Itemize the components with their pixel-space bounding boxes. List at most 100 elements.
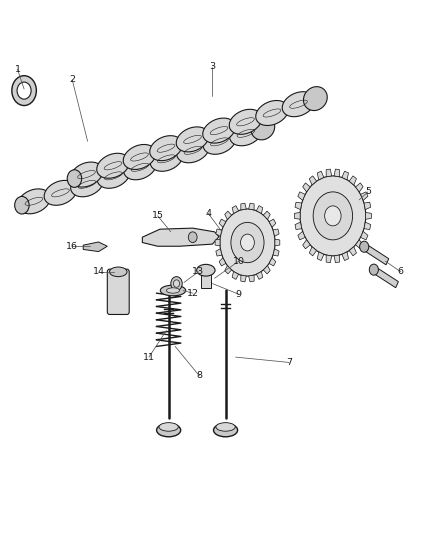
Ellipse shape <box>97 164 130 188</box>
Circle shape <box>240 234 254 251</box>
Polygon shape <box>334 255 339 263</box>
Polygon shape <box>356 240 363 249</box>
Polygon shape <box>83 242 107 252</box>
Polygon shape <box>215 239 220 246</box>
Ellipse shape <box>110 267 127 277</box>
Text: 4: 4 <box>205 209 211 217</box>
Circle shape <box>300 176 366 256</box>
Text: 7: 7 <box>286 358 292 367</box>
Ellipse shape <box>71 172 103 197</box>
Ellipse shape <box>150 147 183 171</box>
Text: 16: 16 <box>66 242 78 251</box>
Text: 14: 14 <box>92 268 105 276</box>
Polygon shape <box>142 228 219 246</box>
Polygon shape <box>317 252 324 261</box>
Polygon shape <box>216 249 222 256</box>
Ellipse shape <box>124 155 156 180</box>
Ellipse shape <box>160 285 186 296</box>
Polygon shape <box>21 123 264 211</box>
Ellipse shape <box>203 118 235 143</box>
Circle shape <box>220 209 275 276</box>
Polygon shape <box>269 258 276 266</box>
Circle shape <box>369 264 378 275</box>
Polygon shape <box>342 171 349 180</box>
Circle shape <box>173 280 180 287</box>
Circle shape <box>171 277 182 290</box>
Polygon shape <box>249 203 254 210</box>
Ellipse shape <box>157 423 180 437</box>
Ellipse shape <box>229 109 262 134</box>
Polygon shape <box>273 249 279 256</box>
Polygon shape <box>249 275 254 282</box>
Ellipse shape <box>282 92 315 117</box>
Text: 3: 3 <box>209 62 215 71</box>
Ellipse shape <box>159 423 178 431</box>
Polygon shape <box>342 252 349 261</box>
Ellipse shape <box>230 121 262 146</box>
Text: 15: 15 <box>152 212 164 220</box>
FancyBboxPatch shape <box>107 269 129 314</box>
Ellipse shape <box>216 423 235 431</box>
Text: 6: 6 <box>398 268 404 276</box>
Polygon shape <box>219 219 226 227</box>
Ellipse shape <box>97 154 129 178</box>
Polygon shape <box>303 183 310 192</box>
Polygon shape <box>317 171 324 180</box>
Polygon shape <box>298 192 305 200</box>
Polygon shape <box>232 206 239 214</box>
Polygon shape <box>241 203 246 210</box>
Text: 5: 5 <box>365 188 371 196</box>
Polygon shape <box>295 202 302 209</box>
Polygon shape <box>295 222 302 230</box>
Ellipse shape <box>67 169 82 188</box>
Ellipse shape <box>123 144 156 169</box>
Circle shape <box>313 192 353 240</box>
Polygon shape <box>73 93 317 184</box>
Polygon shape <box>263 265 270 274</box>
Polygon shape <box>356 183 363 192</box>
Polygon shape <box>349 247 357 256</box>
Polygon shape <box>309 247 317 256</box>
Text: 9: 9 <box>236 290 242 298</box>
Polygon shape <box>360 192 368 200</box>
Polygon shape <box>334 169 339 177</box>
Text: 11: 11 <box>143 353 155 361</box>
Ellipse shape <box>197 264 215 276</box>
Polygon shape <box>303 240 310 249</box>
Ellipse shape <box>213 423 237 437</box>
Polygon shape <box>275 239 280 246</box>
Circle shape <box>12 76 36 106</box>
Polygon shape <box>298 231 305 240</box>
Ellipse shape <box>166 288 180 293</box>
Circle shape <box>231 222 264 263</box>
Ellipse shape <box>256 101 288 125</box>
Polygon shape <box>360 231 368 240</box>
Ellipse shape <box>44 180 77 205</box>
Text: 1: 1 <box>14 65 21 74</box>
Ellipse shape <box>18 189 50 214</box>
Circle shape <box>17 82 31 99</box>
Ellipse shape <box>150 136 182 160</box>
Polygon shape <box>219 258 226 266</box>
Polygon shape <box>309 176 317 185</box>
Polygon shape <box>363 244 389 265</box>
Ellipse shape <box>304 87 327 110</box>
Text: 8: 8 <box>196 372 202 380</box>
Ellipse shape <box>15 196 29 214</box>
Polygon shape <box>364 222 371 230</box>
Polygon shape <box>372 266 399 288</box>
Circle shape <box>188 232 197 243</box>
Polygon shape <box>232 271 239 279</box>
Polygon shape <box>241 275 246 282</box>
Polygon shape <box>366 213 371 219</box>
Ellipse shape <box>251 116 275 140</box>
Text: 12: 12 <box>187 289 199 297</box>
Text: 2: 2 <box>69 76 75 84</box>
Polygon shape <box>216 229 222 236</box>
Polygon shape <box>256 206 263 214</box>
Polygon shape <box>269 219 276 227</box>
Polygon shape <box>349 176 357 185</box>
Ellipse shape <box>203 130 236 154</box>
Polygon shape <box>256 271 263 279</box>
Polygon shape <box>326 169 332 177</box>
